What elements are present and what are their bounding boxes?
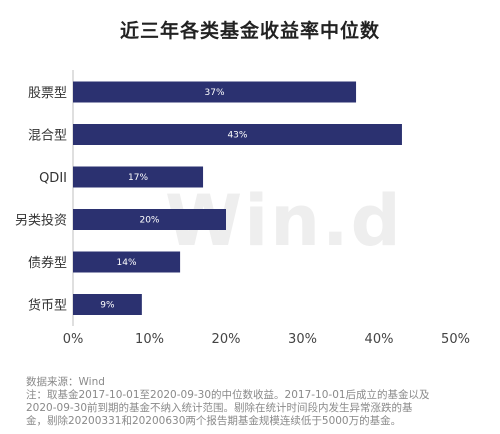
bar — [73, 251, 181, 273]
category-label: 另类投资 — [15, 213, 67, 229]
chart-notes: 数据来源：Wind 注：取基金2017-10-01至2020-09-30的中位数… — [26, 376, 496, 428]
source-note: 数据来源：Wind — [26, 376, 105, 388]
bar — [73, 294, 142, 315]
category-label: 货币型 — [28, 298, 67, 314]
data-label: 20% — [139, 216, 159, 226]
x-tick-label: 10% — [135, 332, 164, 347]
bar — [73, 81, 357, 103]
x-tick-label: 20% — [212, 332, 241, 347]
bar-chart: 37% 股票型 43% 混合型 17% QDII 20% 另类投资 14% 债券型 9% 货币型 0% 1… — [15, 70, 470, 347]
data-label: 43% — [227, 131, 247, 141]
bar — [73, 124, 402, 145]
data-label: 9% — [100, 301, 115, 311]
data-label: 17% — [128, 173, 148, 183]
x-tick-label: 0% — [63, 332, 84, 347]
category-label: QDII — [39, 171, 67, 186]
data-label: 37% — [205, 88, 225, 98]
category-label: 混合型 — [28, 129, 67, 144]
data-label: 14% — [117, 258, 137, 268]
chart-title: 近三年各类基金收益率中位数 — [119, 20, 380, 42]
category-label: 债券型 — [28, 255, 67, 271]
footnote-line-3: 金，剔除20200331和20200630两个报告期基金规模连续低于5000万的… — [26, 415, 402, 427]
x-tick-label: 40% — [365, 332, 394, 347]
footnote-line-1: 注：取基金2017-10-01至2020-09-30的中位数收益。2017-10… — [26, 389, 430, 401]
category-label: 股票型 — [28, 86, 67, 101]
x-tick-label: 30% — [288, 332, 317, 347]
x-tick-label: 50% — [441, 332, 470, 347]
footnote-line-2: 2020-09-30前到期的基金不纳入统计范围。剔除在统计时间段内发生异常涨跌的… — [26, 402, 413, 414]
bar — [73, 209, 226, 230]
bar — [73, 166, 204, 188]
